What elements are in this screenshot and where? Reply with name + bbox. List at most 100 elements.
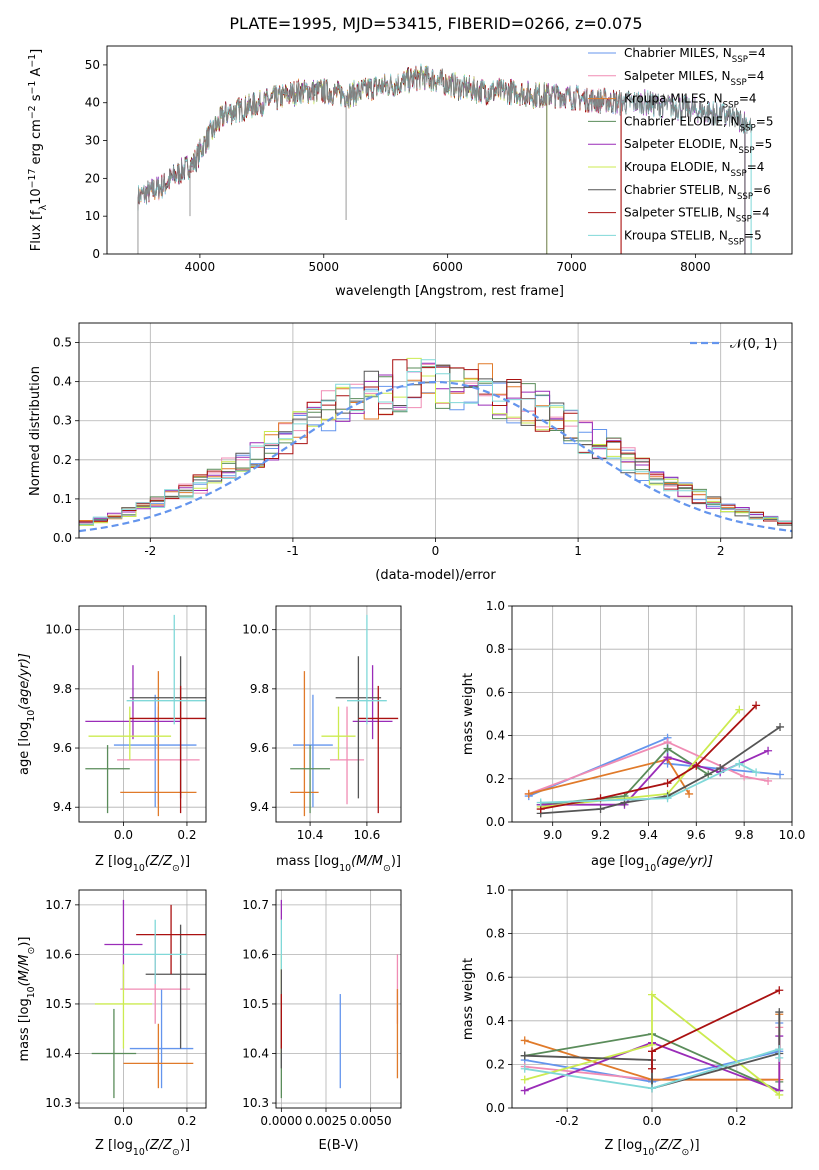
y-tick-label: 0.4 [486,1014,505,1028]
legend-entry-part: Kroupa MILES, N [624,92,723,106]
mass-vs-Z-ylabel-part: 10 [26,986,37,998]
age-vs-Z-xlabel: Z [log10(Z/Z⊙)] [95,854,190,874]
weight-marker [663,753,672,762]
x-tick-label: 9.2 [591,828,610,842]
x-tick-label: 9.6 [687,828,706,842]
legend-entry-part: =5 [756,114,774,128]
legend-entry-part: SSP [732,55,748,65]
weight-series-line [540,762,757,804]
y-tick-label: 0 [92,247,100,261]
x-tick-label: -0.2 [555,1114,578,1128]
axes-age-vs-Z: 0.0 0.2 9.4 9.6 9.8 10.0 [45,605,207,842]
legend-entry-part: Chabrier MILES, N [624,46,732,60]
weight-marker [740,772,749,781]
weight-marker [520,1064,529,1073]
weight-series-line [524,1047,781,1090]
legend-entry: Salpeter ELODIE, NSSP=5 [624,137,772,156]
legend-entry-part: =5 [744,228,762,242]
y-tick-label: 20 [85,171,100,185]
weight-marker [775,1053,784,1062]
y-tick-label: 0.8 [486,642,505,656]
spectrum-ylabel-part: 10 [29,188,44,205]
y-tick-label: 10.6 [242,947,269,961]
age-vs-mass-xlabel-part: ⊙ [383,863,391,874]
y-tick-label: 0.4 [486,729,505,743]
x-tick-label: 5000 [308,260,339,274]
axes-weight-vs-age: 9.0 9.2 9.4 9.6 9.8 10.0 0.0 0.2 0.4 0.6 0.8 1.0 [486,599,805,842]
mass-vs-Z-ylabel-part: mass [log [17,998,32,1061]
weight-vs-Z-xlabel-part: )] [689,1138,699,1153]
y-tick-label: 10.4 [45,1047,72,1061]
y-tick-label: 10.7 [242,898,269,912]
spectrum-ylabel-part: erg cm [29,119,44,168]
age-vs-Z-ylabel-part: (age/yr)] [17,653,32,710]
y-tick-label: 0.0 [53,531,72,545]
y-tick-label: 10.5 [45,997,72,1011]
legend-entry-part: =4 [739,92,757,106]
x-tick-label: 2 [717,544,725,558]
y-tick-label: 0.2 [486,772,505,786]
spectrum-ylabel: Flux [fλ10−17 erg cm−2 s−1 A−1] [27,49,49,251]
spectrum-ylabel-part: ] [29,49,44,54]
y-tick-label: 10.3 [242,1096,269,1110]
x-tick-label: 0.0000 [260,1114,302,1128]
legend-entry-part: =4 [748,46,766,60]
axes-frame [78,605,207,823]
axes-weight-vs-Z: -0.2 0.0 0.2 0.0 0.2 0.4 0.6 0.8 1.0 [486,883,793,1128]
spectrum-ylabel-part: s [29,94,44,105]
x-tick-label: -2 [144,544,156,558]
y-tick-label: 10.3 [45,1096,72,1110]
y-tick-label: 9.8 [53,682,72,696]
spectrum-ylabel-part: A [29,68,44,81]
mass-vs-Z-ylabel-part: (M/M [17,955,32,987]
mass-vs-Z-xlabel-part: ⊙ [172,1147,180,1158]
weight-vs-Z-xlabel-part: (Z/Z [654,1138,682,1153]
weight-marker [596,805,605,814]
x-tick-label: 8000 [680,260,711,274]
plot-area-mass-vs-Z [91,899,206,1099]
weight-marker [692,761,701,770]
weight-vs-age-xlabel-part: 10 [644,863,656,874]
spectrum-ylabel-part: −1 [27,81,38,95]
weight-series-line [528,741,769,795]
weight-vs-age-xlabel: age [log10(age/yr)] [591,854,713,874]
x-tick-label: 9.0 [543,828,562,842]
legend-entry-part: SSP [728,237,744,247]
age-vs-mass-xlabel-part: 10 [339,863,351,874]
weight-vs-age-xlabel-part: (age/yr)] [656,854,713,869]
plot-area-weight-vs-age [524,701,785,818]
legend-entry-part: Chabrier STELIB, N [624,183,737,197]
y-tick-label: 9.4 [250,800,269,814]
axes-frame [511,605,793,823]
weight-vs-Z-ylabel: mass weight [461,958,476,1040]
weight-vs-Z-xlabel-part: 10 [642,1147,654,1158]
spectrum-ylabel-part: −2 [27,105,38,119]
mass-vs-Z-xlabel-part: Z [log [95,1138,133,1153]
axes-frame [275,889,402,1109]
weight-marker [752,701,761,710]
x-tick-label: 0.0050 [350,1114,392,1128]
weight-series-line [651,989,780,1069]
age-vs-mass-xlabel-part: mass [log [276,854,339,869]
weight-marker [776,722,785,731]
age-vs-Z-xlabel-part: ⊙ [172,863,180,874]
weight-marker [536,798,545,807]
axes-frame [78,889,207,1109]
x-tick-label: 9.4 [639,828,658,842]
weight-marker [520,1051,529,1060]
x-tick-label: -1 [287,544,299,558]
legend-normal-label: 𝒩(0, 1) [730,337,777,352]
residuals-ylabel: Normed distribution [28,366,43,496]
mass-vs-Z-xlabel-part: (Z/Z [145,1138,173,1153]
age-vs-Z-xlabel-part: 10 [133,863,145,874]
weight-vs-age-ylabel: mass weight [461,673,476,755]
legend-entry-part: Salpeter STELIB, N [624,206,736,220]
y-tick-label: 0.5 [53,336,72,350]
y-tick-label: 10.5 [242,997,269,1011]
spectrum-ylabel-part: λ [38,204,49,210]
weight-marker [775,1090,784,1099]
y-tick-label: 0.0 [486,1101,505,1115]
weight-marker [752,768,761,777]
age-vs-mass-xlabel-part: (M/M [351,854,383,869]
